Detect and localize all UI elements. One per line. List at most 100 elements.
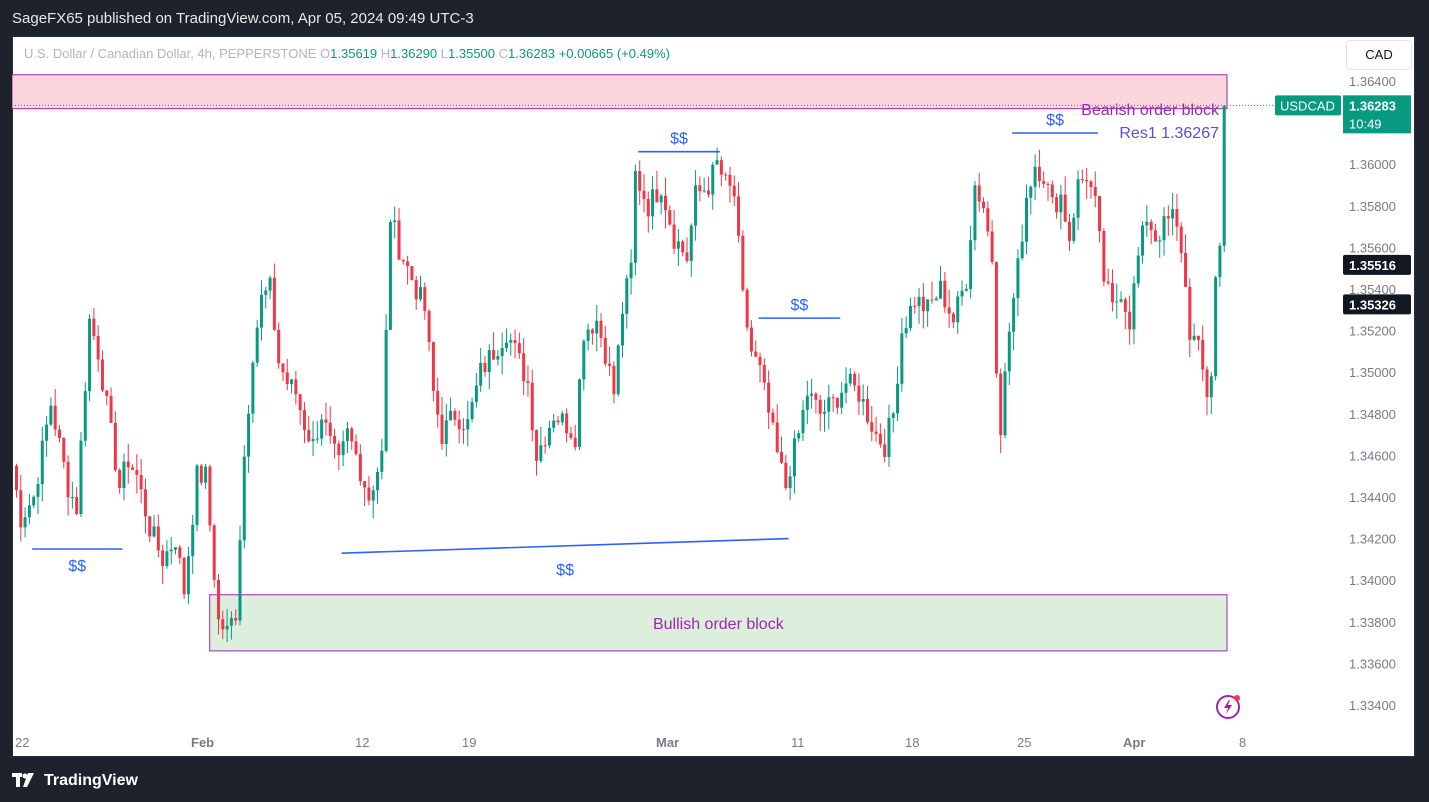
candle-body	[853, 373, 857, 386]
time-tick-label: 22	[15, 735, 29, 750]
candle-body	[49, 405, 53, 425]
candle-body	[939, 280, 943, 299]
liquidity-label: $$	[670, 131, 688, 148]
candle-body	[1119, 299, 1123, 302]
candle-body	[638, 171, 642, 191]
candle-body	[457, 419, 461, 430]
candle-body	[1123, 299, 1127, 312]
candle-body	[827, 397, 831, 412]
candle-body	[1184, 252, 1188, 287]
candle-body	[861, 398, 865, 402]
bearish-order-block-label: Bearish order block	[1081, 102, 1220, 119]
candle-body	[629, 262, 633, 279]
candle-body	[234, 617, 238, 621]
candle-body	[118, 470, 122, 488]
candle-body	[148, 516, 152, 537]
tradingview-logo[interactable]: TradingView	[12, 772, 138, 790]
candle-body	[100, 359, 104, 391]
candle-body	[977, 185, 981, 202]
candle-body	[1063, 194, 1067, 222]
candle-body	[659, 195, 663, 203]
high-label: H	[380, 46, 391, 61]
candle-body	[1175, 208, 1179, 227]
candle-body	[887, 417, 891, 457]
candle-body	[934, 298, 938, 301]
candle-body	[169, 549, 173, 552]
candle-body	[66, 461, 70, 498]
candle-body	[315, 438, 319, 440]
candle-body	[556, 420, 560, 423]
candle-body	[986, 208, 990, 232]
candle-body	[956, 296, 960, 323]
candle-body	[1089, 181, 1093, 188]
tradingview-logo-icon	[12, 773, 34, 787]
candle-body	[371, 490, 375, 501]
candle-body	[277, 329, 281, 364]
candle-body	[582, 340, 586, 380]
price-tick-label: 1.33800	[1349, 615, 1396, 630]
close-value: 1.36283	[508, 46, 556, 61]
price-tick-label: 1.33400	[1349, 698, 1396, 713]
candle-body	[92, 318, 96, 337]
candle-body	[1214, 277, 1218, 377]
candle-body	[612, 365, 616, 395]
candle-body	[204, 466, 208, 483]
currency-button[interactable]: CAD	[1346, 40, 1412, 70]
price-tag-bg	[1343, 294, 1411, 315]
candle-body	[1110, 283, 1114, 303]
candle-body	[19, 490, 23, 528]
candle-body	[1218, 245, 1222, 278]
candle-body	[62, 437, 66, 462]
candle-body	[70, 497, 74, 499]
candle-body	[251, 362, 255, 414]
candle-body	[461, 429, 465, 431]
candle-body	[509, 340, 513, 343]
candle-body	[479, 362, 483, 386]
candle-body	[105, 390, 109, 396]
candle-body	[358, 454, 362, 482]
candle-body	[88, 318, 92, 392]
candle-body	[1067, 221, 1071, 241]
candle-body	[1102, 231, 1106, 282]
candle-body	[45, 424, 49, 441]
candle-body	[1222, 105, 1226, 246]
candle-body	[328, 422, 332, 437]
candle-body	[290, 379, 294, 385]
candle-body	[543, 445, 547, 447]
candle-body	[1153, 230, 1157, 242]
price-tick-label: 1.35800	[1349, 199, 1396, 214]
candle-body	[883, 444, 887, 457]
candle-body	[990, 231, 994, 263]
candle-body	[926, 299, 930, 312]
candle-body	[307, 430, 311, 442]
candle-body	[810, 393, 814, 396]
candlestick-chart[interactable]: Bearish order block Res1 1.36267 Bullish o…	[12, 36, 1415, 757]
candle-body	[139, 474, 143, 490]
candle-body	[1162, 216, 1166, 241]
candle-body	[444, 420, 448, 444]
candle-body	[393, 220, 397, 223]
candle-body	[535, 430, 539, 461]
price-tick-label: 1.36000	[1349, 157, 1396, 172]
candle-body	[79, 440, 83, 515]
candle-body	[345, 428, 349, 442]
candle-body	[333, 436, 337, 444]
candle-body	[225, 625, 229, 630]
candle-body	[298, 394, 302, 411]
candle-body	[320, 419, 324, 439]
candle-body	[36, 484, 40, 497]
candle-body	[337, 443, 341, 456]
time-tick-label: Feb	[191, 735, 214, 750]
candle-body	[1029, 186, 1033, 198]
lightning-icon[interactable]	[1214, 693, 1242, 721]
candle-body	[57, 429, 61, 438]
candle-body	[715, 160, 719, 165]
candle-body	[199, 465, 203, 483]
candle-body	[492, 350, 496, 360]
candle-body	[367, 487, 371, 501]
candle-body	[621, 313, 624, 346]
candle-body	[350, 428, 354, 442]
candle-body	[633, 171, 637, 263]
candle-body	[818, 399, 822, 414]
candle-body	[143, 489, 147, 517]
